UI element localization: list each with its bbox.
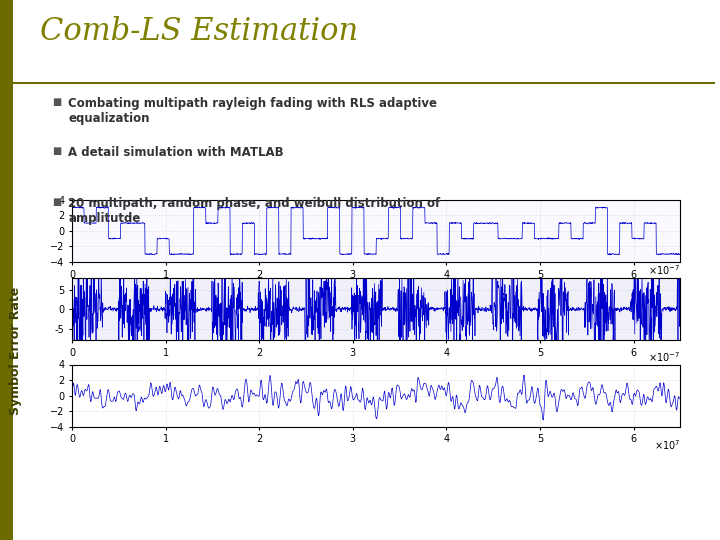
Text: Symbol Error Rate: Symbol Error Rate — [9, 287, 22, 415]
Text: ■: ■ — [52, 97, 61, 107]
Text: ■: ■ — [52, 146, 61, 156]
Text: $\times 10^{-7}$: $\times 10^{-7}$ — [648, 264, 680, 278]
Text: $\times 10^{7}$: $\times 10^{7}$ — [654, 438, 680, 451]
Text: Comb-LS Estimation: Comb-LS Estimation — [40, 16, 358, 47]
Text: A detail simulation with MATLAB: A detail simulation with MATLAB — [68, 146, 284, 159]
Text: 20 multipath, random phase, and weibull distribution of
amplitutde: 20 multipath, random phase, and weibull … — [68, 197, 441, 225]
Text: Combating multipath rayleigh fading with RLS adaptive
equalization: Combating multipath rayleigh fading with… — [68, 97, 438, 125]
Text: ■: ■ — [52, 197, 61, 207]
Text: $\times 10^{-7}$: $\times 10^{-7}$ — [648, 350, 680, 364]
